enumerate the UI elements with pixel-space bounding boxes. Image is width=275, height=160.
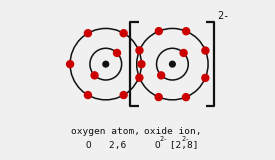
Circle shape bbox=[91, 72, 98, 79]
Text: oxide ion,: oxide ion, bbox=[144, 127, 201, 136]
Circle shape bbox=[180, 49, 187, 56]
Circle shape bbox=[138, 61, 145, 68]
Circle shape bbox=[84, 30, 91, 37]
Text: O: O bbox=[154, 141, 160, 150]
Circle shape bbox=[84, 92, 91, 99]
Circle shape bbox=[183, 94, 189, 101]
Circle shape bbox=[158, 72, 165, 79]
Text: oxygen atom,: oxygen atom, bbox=[71, 127, 140, 136]
Circle shape bbox=[155, 94, 162, 101]
Circle shape bbox=[170, 61, 175, 67]
Circle shape bbox=[202, 47, 209, 54]
Circle shape bbox=[114, 49, 120, 56]
Text: [2,8]: [2,8] bbox=[164, 141, 199, 150]
Circle shape bbox=[67, 61, 74, 68]
Circle shape bbox=[103, 61, 109, 67]
Circle shape bbox=[136, 74, 143, 81]
Text: 2-: 2- bbox=[182, 136, 190, 142]
Circle shape bbox=[136, 47, 143, 54]
Text: 2-: 2- bbox=[217, 11, 230, 20]
Circle shape bbox=[120, 30, 127, 37]
Circle shape bbox=[120, 92, 127, 99]
Text: 2-: 2- bbox=[160, 136, 168, 142]
Circle shape bbox=[202, 74, 209, 81]
Circle shape bbox=[183, 28, 190, 35]
Text: O   2,6: O 2,6 bbox=[86, 141, 126, 150]
Circle shape bbox=[155, 28, 162, 35]
